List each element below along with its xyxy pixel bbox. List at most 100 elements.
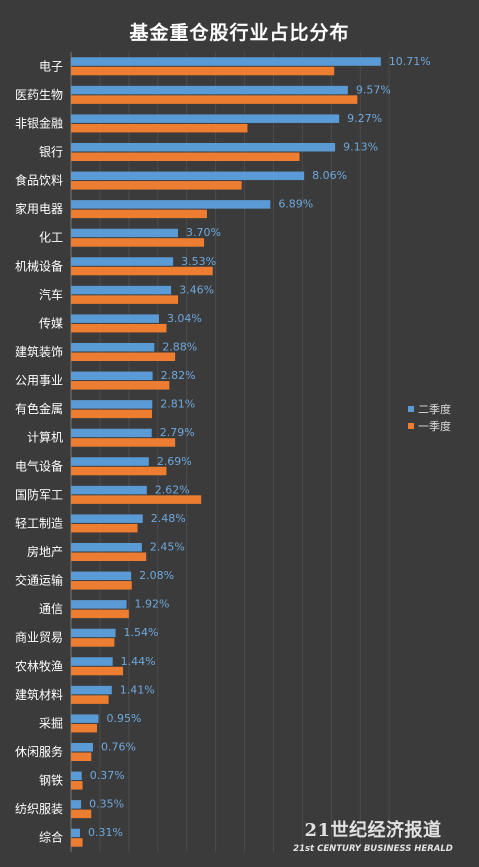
bar-q1: [71, 323, 167, 333]
watermark-logo: 21世纪经济报道 21st CENTURY BUSINESS HERALD: [288, 816, 458, 854]
bar-q2: [71, 400, 153, 409]
data-label-q2: 2.88%: [162, 341, 197, 354]
bar-q1: [71, 723, 98, 733]
watermark-main: 21世纪经济报道: [304, 820, 442, 841]
bar-q1: [71, 466, 167, 476]
legend-label-q2: 二季度: [418, 402, 451, 416]
watermark-sub: 21st CENTURY BUSINESS HERALD: [293, 844, 453, 854]
category-label: 纺织服装: [15, 802, 63, 816]
bar-q1: [71, 266, 213, 276]
category-label: 建筑材料: [15, 687, 63, 702]
bar-q1: [71, 609, 129, 619]
bar-q2: [71, 457, 149, 466]
data-label-q2: 0.35%: [89, 798, 124, 811]
data-label-q2: 1.54%: [124, 626, 159, 639]
data-label-q2: 2.48%: [151, 512, 186, 525]
data-label-q2: 9.57%: [356, 83, 391, 96]
category-label: 综合: [39, 830, 63, 845]
data-label-q2: 9.27%: [347, 112, 382, 125]
data-label-q2: 1.92%: [135, 598, 170, 611]
bar-q1: [71, 352, 176, 361]
bar-q2: [71, 257, 174, 266]
category-label: 医药生物: [15, 88, 63, 102]
data-label-q2: 2.81%: [160, 398, 195, 411]
bar-q2: [71, 543, 142, 552]
data-label-q2: 0.37%: [90, 769, 125, 782]
data-label-q2: 3.53%: [181, 255, 216, 268]
bar-q1: [71, 295, 179, 304]
data-label-q2: 10.71%: [389, 55, 431, 68]
bar-q1: [71, 552, 147, 561]
bar-q1: [71, 66, 335, 76]
legend-swatch-q2: [408, 405, 414, 412]
data-label-q2: 0.31%: [88, 826, 123, 839]
data-label-q2: 8.06%: [312, 169, 347, 182]
category-label: 通信: [39, 602, 63, 616]
category-label: 交通运输: [15, 573, 63, 588]
chart-title: 基金重仓股行业占比分布: [129, 22, 350, 44]
legend-item-q2: 二季度: [408, 400, 451, 417]
bar-q2: [71, 628, 116, 638]
bar-q1: [71, 752, 92, 761]
category-label: 机械设备: [15, 258, 63, 273]
bar-q2: [71, 285, 172, 295]
category-label: 休闲服务: [15, 744, 63, 759]
data-label-q2: 2.69%: [157, 455, 192, 468]
category-label: 商业贸易: [15, 630, 63, 645]
bar-q2: [71, 85, 348, 95]
bar-q1: [71, 838, 83, 847]
category-label: 汽车: [39, 287, 63, 302]
bar-q2: [71, 371, 153, 381]
bar-q1: [71, 209, 207, 219]
category-label: 轻工制造: [15, 516, 63, 530]
data-label-q2: 2.62%: [155, 483, 190, 496]
bar-q2: [71, 743, 93, 752]
category-label: 家用电器: [15, 201, 63, 216]
bar-q1: [71, 781, 83, 790]
data-label-q2: 2.45%: [150, 541, 185, 554]
category-label: 传媒: [39, 315, 63, 330]
legend-item-q1: 一季度: [408, 417, 451, 434]
bar-q2: [71, 571, 132, 581]
data-label-q2: 2.79%: [160, 426, 195, 439]
bar-q2: [71, 228, 179, 238]
bar-q2: [71, 800, 82, 809]
data-label-q2: 3.46%: [179, 283, 214, 296]
category-label: 有色金属: [15, 401, 63, 416]
bar-q1: [71, 695, 109, 704]
bar-q2: [71, 143, 336, 152]
bar-q1: [71, 152, 300, 161]
category-label: 化工: [39, 231, 63, 245]
category-label: 建筑装饰: [15, 344, 63, 359]
bar-q1: [71, 581, 132, 590]
data-label-q2: 1.41%: [120, 683, 155, 696]
bar-q2: [71, 485, 147, 495]
category-label: 采掘: [39, 715, 63, 730]
data-label-q2: 3.70%: [186, 226, 221, 239]
legend: 二季度 一季度: [408, 400, 451, 434]
bar-q1: [71, 666, 124, 676]
bar-q1: [71, 523, 138, 533]
category-label: 非银金融: [15, 115, 63, 130]
category-label: 电气设备: [15, 458, 63, 473]
bar-q1: [71, 438, 176, 447]
data-label-q2: 0.76%: [101, 741, 136, 754]
bar-q2: [71, 343, 155, 352]
bar-q2: [71, 685, 112, 695]
bar-q2: [71, 771, 82, 781]
bar-q2: [71, 428, 152, 438]
bar-q2: [71, 314, 159, 323]
bar-q2: [71, 828, 80, 838]
category-label: 钢铁: [39, 774, 63, 788]
bar-q1: [71, 381, 170, 390]
bar-q1: [71, 638, 115, 647]
data-label-q2: 3.04%: [167, 312, 202, 325]
data-label-q2: 0.95%: [106, 712, 141, 725]
bar-q1: [71, 809, 92, 819]
bar-q2: [71, 200, 271, 209]
bar-q1: [71, 95, 358, 104]
data-label-q2: 1.44%: [121, 655, 156, 668]
category-label: 电子: [39, 59, 63, 73]
bar-q1: [71, 495, 202, 504]
data-label-q2: 9.13%: [343, 141, 378, 154]
